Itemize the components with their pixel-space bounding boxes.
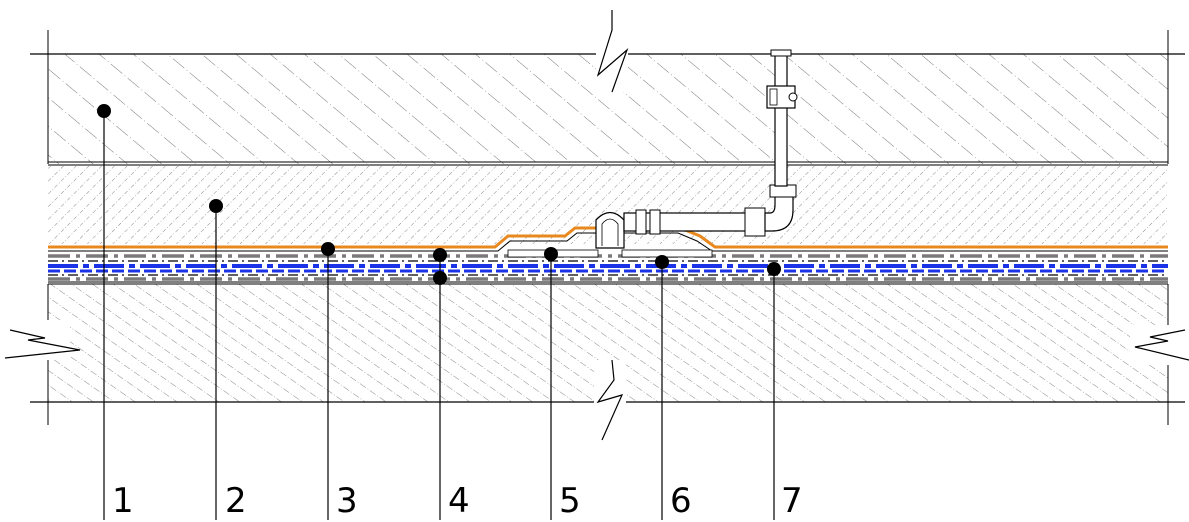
leader-dot-2: [209, 199, 223, 213]
membrane-stack: [48, 226, 1168, 283]
break-line-top: [596, 10, 629, 93]
leader-dot-4-1: [433, 248, 447, 262]
leader-dot-6: [655, 255, 669, 269]
leader-dot-4-2: [433, 271, 447, 285]
injection-fitting: [507, 49, 798, 258]
callout-label-4: 4: [448, 481, 470, 521]
leader-dot-5: [544, 247, 558, 261]
orange-membrane: [48, 226, 1168, 249]
leader-dot-7: [767, 262, 781, 276]
callout-label-6: 6: [670, 481, 692, 521]
callout-label-1: 1: [112, 481, 134, 521]
callout-label-3: 3: [336, 481, 358, 521]
break-lines: [0, 320, 1189, 442]
callout-label-7: 7: [781, 481, 803, 521]
callout-leaders: [97, 104, 781, 520]
callout-label-5: 5: [559, 481, 581, 521]
leader-dot-3: [321, 242, 335, 256]
callout-labels: 1 2 3 4 5 6 7: [112, 481, 803, 521]
leader-dot-1: [97, 104, 111, 118]
callout-label-2: 2: [225, 481, 247, 521]
